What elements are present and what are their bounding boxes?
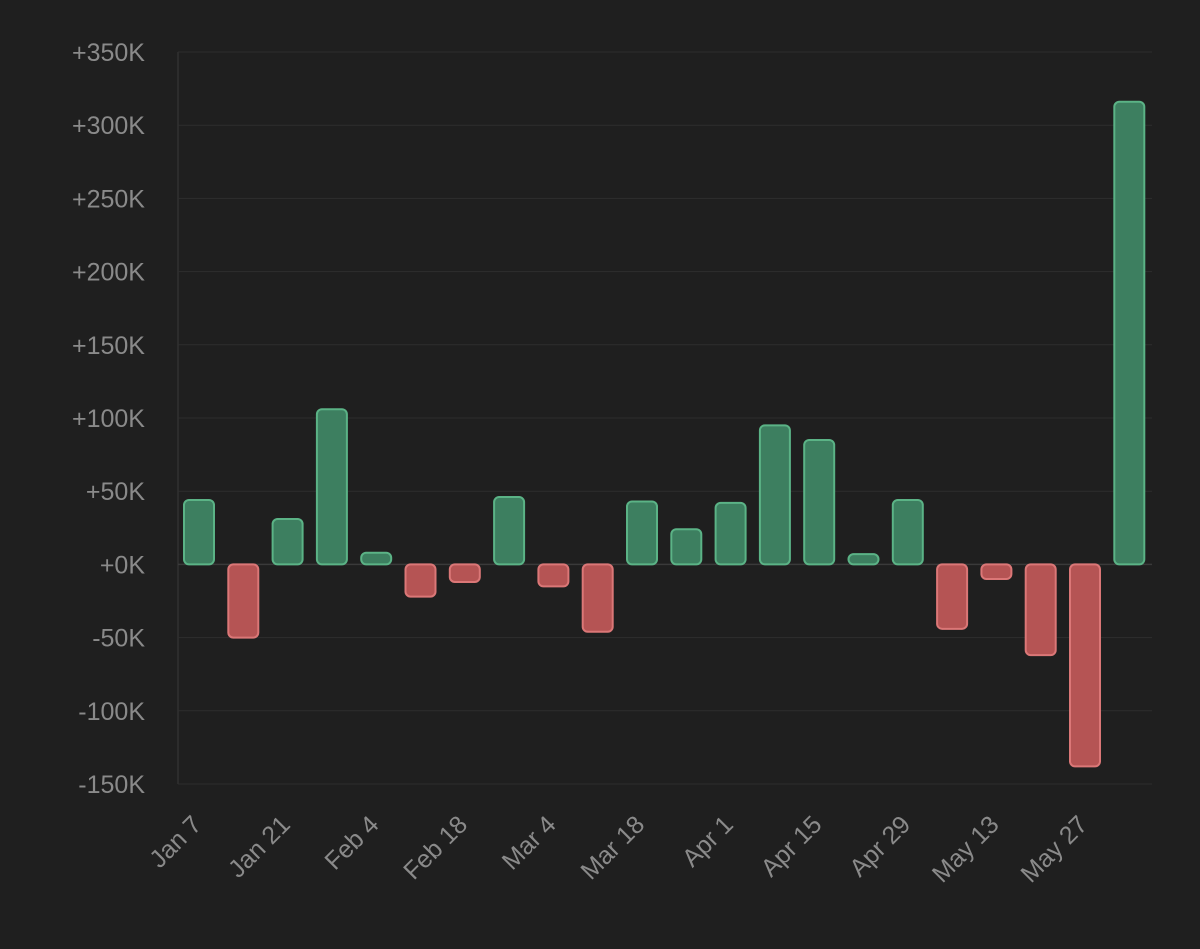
bar-feb-4 [360,551,393,566]
bar-jan-21 [271,518,304,566]
y-tick-label: -150K [78,771,145,799]
bar-mar-11 [581,563,614,633]
y-axis-tick-labels: +350K +300K +250K +200K +150K +100K +50K +0K -50… [72,39,145,799]
bar-may-6 [936,563,969,630]
bar-apr-29 [891,498,924,566]
y-tick-label: +150K [72,332,145,360]
bar-apr-8 [758,424,791,566]
y-tick-label: +0K [100,551,146,579]
bar-feb-11 [404,563,437,598]
bar-jan-7 [183,498,215,566]
grid-lines [177,51,1152,785]
bar-apr-1 [714,501,747,566]
bar-mar-25 [670,528,703,566]
bar-jan-28 [315,408,348,566]
bar-jun-3 [1113,100,1146,566]
bar-may-27 [1069,563,1101,768]
y-tick-label: +300K [72,112,145,140]
y-tick-label: +100K [72,405,145,433]
bar-mar-18 [626,500,658,566]
bar-apr-22 [847,553,880,566]
bar-mar-4 [537,563,570,588]
bars [183,100,1146,768]
y-tick-label: +200K [72,259,145,287]
bar-may-13 [980,563,1013,581]
bar-feb-18 [448,563,481,583]
y-tick-label: +50K [86,478,145,506]
y-tick-label: +350K [72,39,145,67]
bar-apr-15 [803,438,836,566]
y-tick-label: -100K [78,698,145,726]
bar-feb-25 [493,496,526,566]
bar-jan-14 [227,563,260,639]
y-tick-label: -50K [92,625,145,653]
bar-may-20 [1024,563,1057,657]
y-tick-label: +250K [72,185,145,213]
